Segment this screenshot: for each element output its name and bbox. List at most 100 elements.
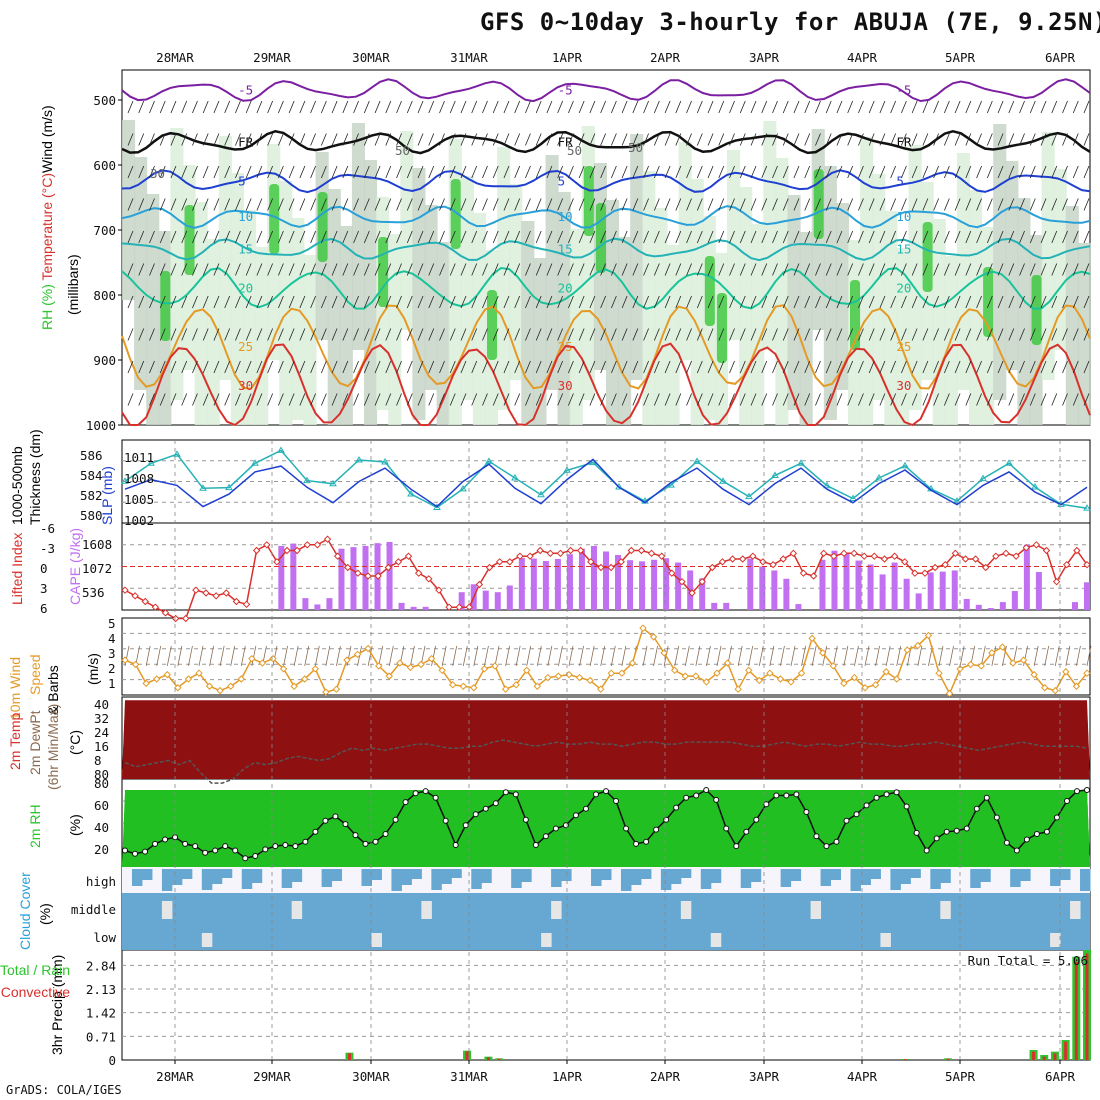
- wind-barb: [170, 360, 177, 374]
- wind10m-barb: [145, 645, 151, 667]
- axis-label-part: RH (%): [39, 284, 55, 330]
- wind-barb: [492, 165, 499, 179]
- wind-barb: [492, 295, 499, 309]
- wind-barb: [1029, 295, 1036, 309]
- wind-barb: [568, 198, 574, 211]
- date-label-top: 2APR: [650, 50, 681, 65]
- cloud-high-bar: [830, 869, 842, 880]
- wind10m-point: [459, 682, 467, 690]
- wind-barb: [664, 165, 671, 179]
- cloud-high-bar: [361, 869, 372, 886]
- rh-shade: [956, 153, 970, 390]
- wind-barb: [901, 263, 907, 276]
- axis-label-part: Wind (m/s): [39, 105, 55, 173]
- lifted-index-point: [587, 558, 595, 566]
- wind-barb: [557, 198, 564, 211]
- wind-barb: [363, 100, 370, 114]
- wind-barb: [213, 393, 220, 406]
- rh-shade: [291, 218, 305, 420]
- wind-barb: [611, 165, 617, 179]
- wind-barb: [1040, 328, 1047, 341]
- y-tick-temp: 80: [94, 767, 109, 782]
- rh2m-point: [492, 800, 499, 807]
- wind-barb: [965, 198, 972, 211]
- wind-barb: [643, 165, 649, 179]
- rh-shade: [206, 239, 220, 425]
- wind-barb: [192, 133, 198, 146]
- wind-barb: [986, 100, 993, 114]
- wind-barb: [256, 165, 263, 179]
- rh2m-point: [542, 833, 549, 840]
- wind-barb: [739, 328, 746, 341]
- rh2m-point: [252, 853, 259, 859]
- wind-barb: [363, 393, 370, 406]
- wind-barb: [192, 100, 198, 114]
- wind-barb: [1019, 230, 1025, 244]
- cloud-high-bar: [910, 869, 921, 878]
- wind-barb: [449, 198, 456, 211]
- wind-barb: [664, 360, 671, 374]
- wind-barb: [718, 360, 725, 374]
- wind10m-barb: [864, 645, 870, 667]
- wind-barb: [417, 328, 424, 341]
- wind10m-point: [1041, 684, 1049, 692]
- wind10m-barb: [579, 645, 584, 667]
- slp-point: [1005, 459, 1013, 466]
- wind-barb: [611, 295, 617, 309]
- wind-barb: [675, 263, 682, 276]
- wind-barb: [986, 295, 993, 309]
- cloud-middle-gap: [810, 901, 822, 919]
- wind-barb: [363, 328, 370, 341]
- y-tick-thickness: 582: [80, 488, 103, 503]
- wind-barb: [535, 230, 542, 244]
- rh-shade: [1077, 243, 1091, 425]
- wind-barb: [707, 263, 714, 276]
- wind-barb: [417, 133, 424, 146]
- cloud-low-gap: [201, 933, 213, 947]
- lifted-index-point: [890, 552, 899, 560]
- cloud-high-bar: [860, 869, 871, 885]
- wind-barb: [664, 263, 671, 276]
- wind-axis-label-1: 10m Wind: [7, 657, 23, 720]
- wind-barb: [632, 263, 639, 276]
- wind-barb: [954, 230, 961, 244]
- wind-barb: [621, 328, 628, 341]
- rh2m-point: [973, 805, 980, 812]
- wind-barb: [439, 230, 445, 244]
- rh2m-point: [312, 828, 319, 835]
- wind-barb: [557, 360, 564, 374]
- lifted-index-point: [425, 575, 433, 583]
- rh-shade: [218, 136, 232, 380]
- rh-shade: [351, 123, 365, 350]
- wind-barb: [922, 100, 929, 114]
- cape-bar: [398, 602, 405, 610]
- cape-bar: [771, 570, 778, 610]
- wind-barb: [299, 198, 306, 211]
- wind-barb: [868, 360, 875, 374]
- wind10m-point: [956, 665, 964, 673]
- rh-shade: [932, 219, 946, 425]
- cape-bar: [494, 592, 501, 610]
- wind-barb: [1083, 360, 1090, 374]
- wind-barb: [1040, 230, 1047, 244]
- wind-barb: [439, 360, 445, 374]
- wind10m-point: [512, 681, 520, 689]
- date-label-top: 5APR: [945, 50, 976, 65]
- isotherm-label: 10: [558, 209, 573, 224]
- lifted-index-point: [364, 572, 372, 580]
- wind-barb: [696, 133, 703, 146]
- lifted-index-point: [242, 600, 251, 609]
- wind10m-barb: [832, 645, 838, 667]
- wind-barb: [138, 328, 145, 341]
- wind-barb: [1019, 198, 1025, 211]
- wind-barb: [782, 230, 789, 244]
- cloud-high-bar: [740, 869, 752, 888]
- wind-barb: [535, 198, 542, 211]
- cloud-high-bar: [850, 869, 861, 891]
- wind-barb: [299, 230, 306, 244]
- wind-barb: [696, 165, 703, 179]
- wind-barb: [911, 393, 918, 406]
- cape-bar: [747, 558, 754, 610]
- cape-bar: [711, 602, 718, 610]
- rh2m-point: [1033, 831, 1040, 837]
